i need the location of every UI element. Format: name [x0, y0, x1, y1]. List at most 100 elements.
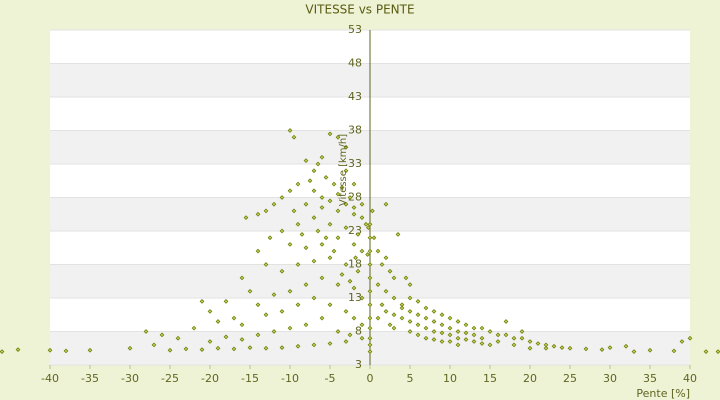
point — [255, 332, 261, 338]
point — [47, 347, 53, 353]
point — [367, 325, 373, 331]
point — [391, 312, 397, 318]
point — [415, 312, 421, 318]
point — [295, 343, 301, 349]
point — [367, 302, 373, 308]
point — [331, 181, 337, 187]
x-tick-label: 5 — [407, 372, 414, 385]
point — [299, 231, 305, 237]
point — [347, 278, 353, 284]
point — [479, 325, 485, 331]
point — [359, 215, 365, 220]
point — [371, 235, 377, 241]
y-tick-label: 3 — [355, 358, 362, 371]
y-tick-label: 38 — [348, 124, 362, 137]
point — [263, 208, 269, 214]
point — [365, 252, 370, 257]
point — [439, 312, 445, 318]
point — [355, 268, 361, 274]
point — [335, 329, 341, 334]
point — [295, 221, 301, 227]
point — [279, 228, 285, 234]
point — [423, 305, 429, 311]
point — [307, 178, 313, 184]
point — [223, 334, 229, 340]
point — [367, 262, 373, 267]
point — [199, 298, 205, 304]
point — [339, 272, 345, 277]
point — [463, 322, 469, 328]
point — [527, 345, 533, 351]
y-tick-label: 23 — [348, 224, 362, 237]
point — [291, 134, 297, 140]
point — [379, 262, 385, 267]
point — [447, 325, 453, 331]
point — [455, 329, 461, 334]
point — [255, 211, 261, 217]
point — [279, 345, 285, 350]
point — [479, 335, 485, 341]
point — [239, 275, 245, 281]
y-tick-label: 28 — [348, 191, 362, 204]
point — [359, 322, 365, 328]
point — [407, 295, 413, 301]
point — [370, 208, 375, 214]
point — [327, 131, 333, 137]
x-tick-label: 0 — [367, 372, 374, 385]
y-tick-label: 53 — [348, 23, 362, 36]
point — [315, 161, 321, 167]
point — [503, 319, 509, 324]
x-tick-label: -10 — [281, 372, 299, 385]
point — [527, 339, 533, 344]
y-tick-label: 43 — [348, 90, 362, 103]
point — [231, 315, 237, 321]
point — [583, 346, 589, 352]
point — [287, 325, 293, 331]
point — [367, 221, 373, 227]
point — [519, 335, 525, 341]
point — [391, 325, 397, 331]
point — [511, 342, 517, 348]
point — [311, 188, 317, 194]
point — [495, 339, 501, 344]
point — [447, 339, 453, 344]
point — [287, 288, 293, 294]
point — [263, 312, 269, 318]
point — [431, 309, 437, 314]
point — [303, 158, 309, 164]
point — [463, 337, 469, 342]
point — [263, 262, 269, 267]
point — [327, 221, 333, 227]
x-tick-label: -30 — [121, 372, 139, 385]
x-tick-label: -25 — [161, 372, 179, 385]
point — [347, 332, 353, 338]
point — [383, 255, 389, 261]
x-tick-label: 35 — [643, 372, 657, 385]
point — [267, 235, 273, 241]
point — [423, 325, 429, 331]
point — [287, 242, 293, 247]
x-tick-label: -40 — [41, 372, 59, 385]
point — [439, 330, 445, 336]
point — [379, 302, 385, 308]
point — [363, 221, 369, 227]
point — [431, 329, 437, 334]
point — [351, 315, 357, 321]
point — [271, 201, 277, 207]
x-tick-label: -5 — [325, 372, 336, 385]
point — [353, 255, 358, 261]
point — [359, 335, 365, 341]
point — [439, 339, 445, 344]
point — [671, 348, 677, 354]
point — [335, 134, 341, 140]
point — [351, 205, 357, 210]
points — [0, 128, 720, 354]
point — [567, 345, 573, 351]
point — [263, 345, 269, 351]
point — [471, 339, 477, 344]
point — [375, 315, 381, 321]
point — [543, 345, 549, 351]
point — [279, 309, 285, 314]
point — [351, 242, 357, 247]
